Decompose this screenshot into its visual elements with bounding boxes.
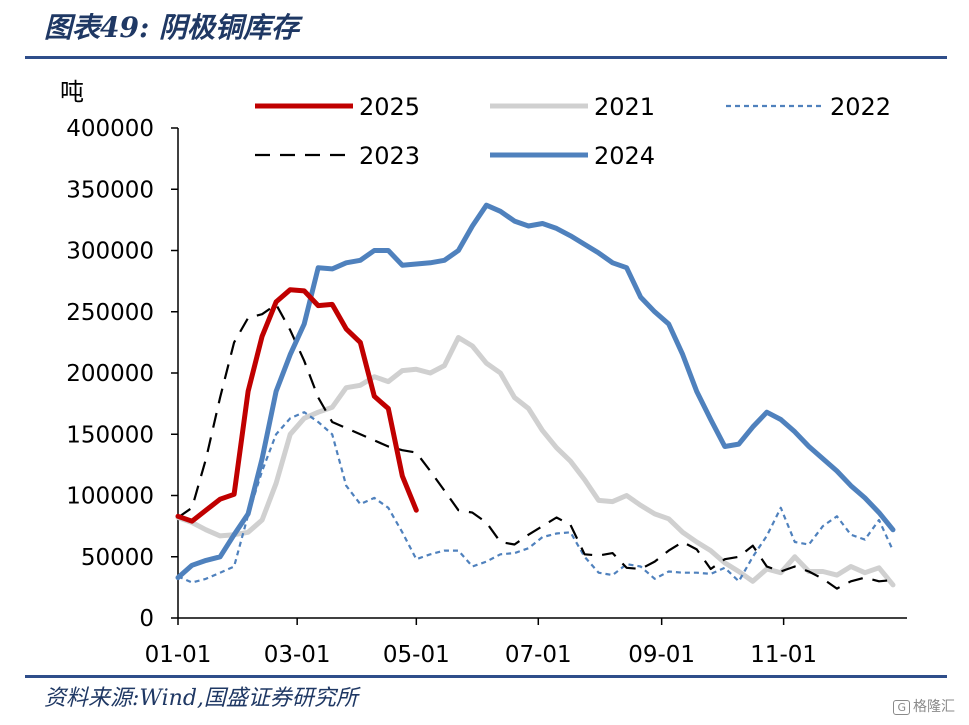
- legend: 2025 2021 2022 2023 2024: [255, 93, 891, 170]
- y-tick-label: 200000: [66, 361, 154, 387]
- axes: [177, 128, 907, 619]
- bottom-rule: [25, 675, 947, 678]
- x-tick-label: 09-01: [628, 642, 695, 668]
- x-tick-label: 01-01: [145, 642, 212, 668]
- series-lines: [175, 202, 896, 590]
- legend-label-2021: 2021: [594, 93, 655, 121]
- line-chart: 吨 0 50000 100000 150000 200000 250000 300000 35…: [60, 78, 907, 668]
- series-line-2023: [177, 303, 894, 590]
- watermark: G 格隆汇: [893, 696, 955, 716]
- source-note: 资料来源:Wind,国盛证券研究所: [44, 686, 358, 711]
- watermark-text: 格隆汇: [913, 699, 955, 715]
- legend-label-2023: 2023: [359, 142, 420, 170]
- x-tick-label: 03-01: [264, 642, 331, 668]
- y-tick-label: 300000: [66, 239, 154, 265]
- y-tick-label: 50000: [81, 545, 154, 571]
- y-tick-label: 0: [139, 606, 154, 632]
- x-tick-label: 07-01: [505, 642, 572, 668]
- x-tick-label: 11-01: [750, 642, 817, 668]
- figure-title: 图表49: 阴极铜库存: [44, 11, 300, 44]
- x-tick-label: 05-01: [383, 642, 450, 668]
- y-tick-label: 350000: [66, 177, 154, 203]
- series-line-2022: [177, 411, 895, 584]
- y-tick-label: 100000: [66, 484, 154, 510]
- top-rule: [25, 56, 947, 59]
- y-tick-label: 150000: [66, 422, 154, 448]
- series-line-2024: [175, 202, 896, 581]
- y-tick-label: 250000: [66, 300, 154, 326]
- legend-label-2024: 2024: [594, 142, 655, 170]
- legend-label-2022: 2022: [830, 93, 891, 121]
- legend-label-2025: 2025: [359, 93, 420, 121]
- y-axis-label: 吨: [60, 78, 84, 106]
- y-tick-label: 400000: [66, 116, 154, 142]
- watermark-logo-icon: G: [893, 700, 910, 715]
- y-tick-labels: 0 50000 100000 150000 200000 250000 300000 3500…: [66, 116, 178, 632]
- series-line-2021: [175, 335, 896, 588]
- x-tick-labels: 01-01 03-01 05-01 07-01 09-01 11-01: [145, 618, 817, 668]
- series-line-2025: [175, 287, 419, 524]
